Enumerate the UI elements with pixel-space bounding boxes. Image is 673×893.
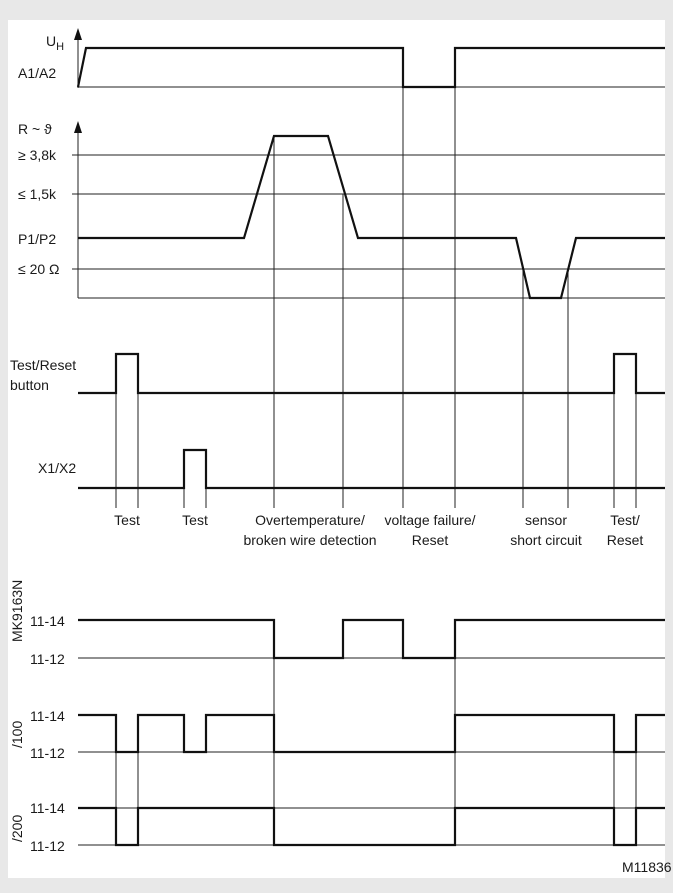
mk9163n-upper-label: 11-14 <box>30 613 65 629</box>
mk9163n-output-trace <box>78 618 665 660</box>
event-caption-voltage-line2: Reset <box>412 532 449 548</box>
supply-trace <box>76 46 665 89</box>
test-reset-trace <box>78 352 665 395</box>
level-3-8k: ≥ 3,8k <box>18 147 57 163</box>
supply-symbol: UH <box>46 33 64 53</box>
level-p1p2: P1/P2 <box>18 231 56 247</box>
event-caption-overtemp-line1: Overtemperature/ <box>255 512 365 528</box>
test-reset-label-line1: Test/Reset <box>10 357 76 373</box>
v100-output-trace <box>78 713 665 754</box>
event-caption-testreset-line2: Reset <box>607 532 644 548</box>
event-caption-sensor-line1: sensor <box>525 512 567 528</box>
supply-axis-arrow <box>74 28 82 40</box>
event-caption-voltage-line1: voltage failure/ <box>384 512 475 528</box>
level-1-5k: ≤ 1,5k <box>18 186 57 202</box>
v200-lower-label: 11-12 <box>30 838 65 854</box>
x1x2-trace <box>78 448 665 490</box>
event-caption-overtemp-line2: broken wire detection <box>243 532 376 548</box>
v200-output-trace <box>78 806 665 847</box>
event-caption-testreset-line1: Test/ <box>610 512 640 528</box>
resistance-axis-arrow <box>74 121 82 133</box>
variant-200-label: /200 <box>9 815 25 842</box>
diagram-panel <box>8 20 665 878</box>
figure-id: M11836 <box>622 859 672 875</box>
variant-100-label: /100 <box>9 721 25 748</box>
resistance-trace <box>78 134 665 300</box>
v100-lower-label: 11-12 <box>30 745 65 761</box>
variant-mk9163n-label: MK9163N <box>9 580 25 642</box>
resistance-axis-label: R ~ ϑ <box>18 121 52 137</box>
event-caption-sensor-line2: short circuit <box>510 532 582 548</box>
mk9163n-lower-label: 11-12 <box>30 651 65 667</box>
level-20-ohm: ≤ 20 Ω <box>18 261 60 277</box>
event-caption-test-2: Test <box>182 512 208 528</box>
test-reset-label-line2: button <box>10 377 49 393</box>
supply-label: A1/A2 <box>18 65 56 81</box>
x1x2-label: X1/X2 <box>38 460 76 476</box>
v200-upper-label: 11-14 <box>30 800 65 816</box>
event-caption-test-1: Test <box>114 512 140 528</box>
v100-upper-label: 11-14 <box>30 708 65 724</box>
